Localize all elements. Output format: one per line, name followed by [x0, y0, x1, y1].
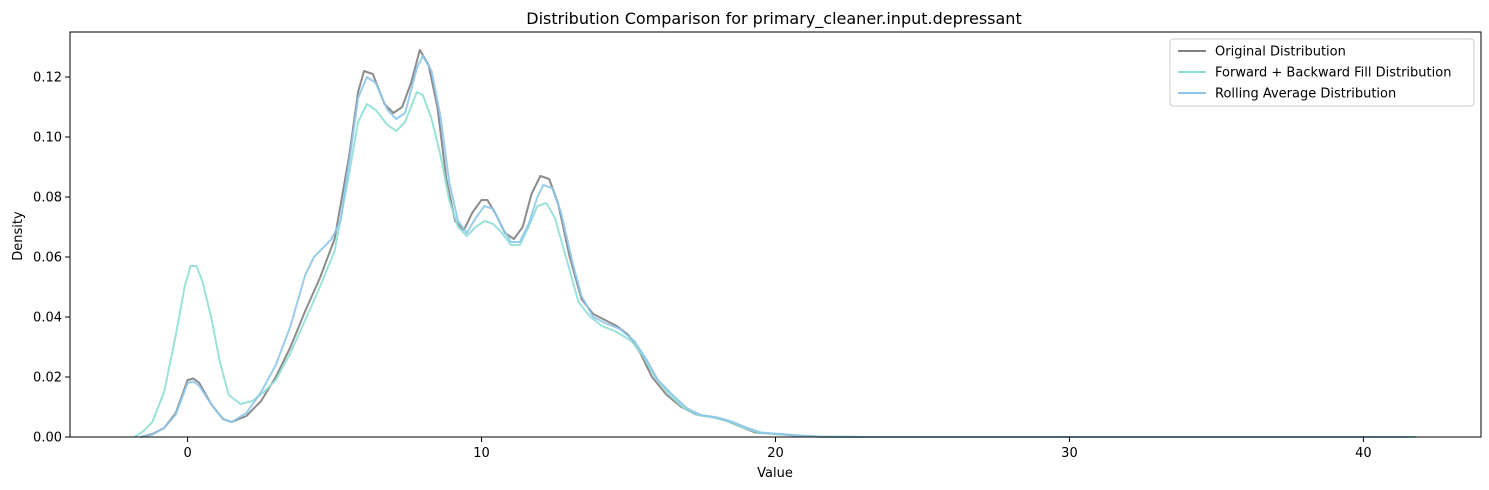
- y-axis-label: Density: [11, 211, 26, 261]
- y-tick-label: 0.10: [33, 131, 62, 146]
- y-tick-label: 0.04: [33, 311, 62, 326]
- x-tick-label: 10: [473, 446, 490, 461]
- x-tick-label: 30: [1061, 446, 1078, 461]
- y-tick-label: 0.08: [33, 191, 62, 206]
- legend-box: [1169, 38, 1475, 107]
- legend-label-3: Rolling Average Distribution: [1215, 87, 1396, 102]
- y-tick-label: 0.02: [33, 371, 62, 386]
- x-axis-label: Value: [757, 466, 793, 481]
- x-tick-label: 40: [1355, 446, 1372, 461]
- legend-label-2: Forward + Backward Fill Distribution: [1215, 66, 1451, 81]
- plot-lines: [134, 49, 1417, 438]
- x-tick-label: 0: [183, 446, 191, 461]
- axes: 0 10 20 30 40 0.00 0.02 0.04 0.06 0.08 0.10 0.12: [33, 31, 1482, 461]
- y-tick-label: 0.00: [33, 431, 62, 446]
- x-tick-label: 20: [767, 446, 784, 461]
- y-tick-label: 0.12: [33, 71, 62, 86]
- chart-title: Distribution Comparison for primary_clea…: [526, 9, 1021, 29]
- legend-label-1: Original Distribution: [1215, 45, 1346, 60]
- legend: Original Distribution Forward + Backward …: [1169, 38, 1475, 107]
- series-line-3: [140, 55, 1408, 438]
- y-tick-label: 0.06: [33, 251, 62, 266]
